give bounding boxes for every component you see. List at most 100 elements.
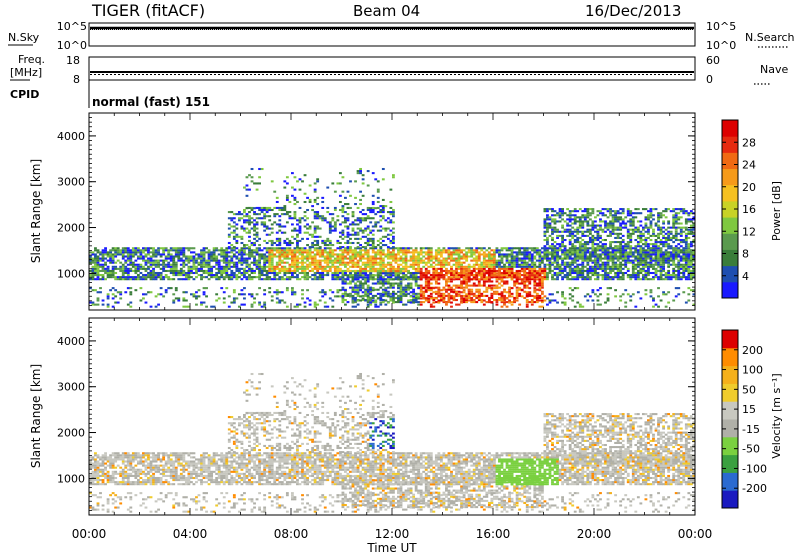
power-cell bbox=[442, 278, 446, 281]
power-cell bbox=[505, 270, 509, 273]
power-cell bbox=[222, 257, 226, 260]
power-cell bbox=[576, 230, 580, 233]
power-cell bbox=[179, 253, 183, 256]
power-cell bbox=[538, 251, 542, 254]
power-cell bbox=[535, 296, 539, 300]
power-cell bbox=[379, 292, 383, 295]
power-cell bbox=[182, 249, 186, 252]
power-cell bbox=[510, 249, 514, 252]
power-cell bbox=[121, 271, 125, 275]
power-cell bbox=[89, 259, 92, 262]
power-cell bbox=[371, 278, 375, 281]
power-cell bbox=[351, 229, 355, 232]
power-cell bbox=[445, 280, 448, 283]
power-cell bbox=[649, 216, 653, 219]
power-cell bbox=[558, 265, 562, 268]
power-cell bbox=[439, 294, 443, 297]
power-cell bbox=[611, 253, 615, 256]
power-cell bbox=[253, 237, 256, 240]
power-cell bbox=[323, 251, 327, 254]
power-cell bbox=[462, 286, 466, 289]
power-cell bbox=[293, 261, 297, 264]
power-cell bbox=[278, 215, 282, 218]
power-cell bbox=[667, 230, 671, 233]
power-cell bbox=[429, 255, 433, 258]
power-cell bbox=[619, 257, 623, 260]
power-cell bbox=[601, 257, 605, 260]
power-cell bbox=[356, 241, 360, 245]
power-cell bbox=[296, 233, 299, 236]
power-cell bbox=[631, 220, 635, 223]
power-cell bbox=[187, 269, 191, 272]
power-cell bbox=[472, 294, 476, 297]
power-cell bbox=[361, 257, 365, 260]
power-cell bbox=[465, 247, 469, 250]
power-cell bbox=[543, 251, 547, 254]
power-cell bbox=[308, 246, 312, 249]
power-cell bbox=[235, 278, 239, 281]
power-cell bbox=[280, 231, 284, 234]
power-cell bbox=[442, 288, 446, 291]
power-cell bbox=[134, 267, 138, 270]
power-cell bbox=[457, 284, 461, 287]
power-cell bbox=[455, 271, 458, 275]
power-cell bbox=[131, 251, 135, 254]
power-cell bbox=[293, 253, 297, 256]
power-cell bbox=[523, 272, 527, 275]
power-cell bbox=[316, 213, 320, 216]
power-cell bbox=[644, 263, 648, 266]
power-cell bbox=[434, 280, 438, 283]
power-cell bbox=[205, 261, 208, 264]
power-cell bbox=[480, 272, 484, 275]
power-cell bbox=[596, 257, 600, 260]
power-cell bbox=[583, 269, 587, 272]
power-cell bbox=[652, 251, 655, 254]
power-cell bbox=[147, 271, 150, 275]
power-cell bbox=[116, 267, 120, 270]
power-cell bbox=[548, 224, 552, 227]
power-cell bbox=[654, 269, 658, 272]
power-cell bbox=[558, 255, 562, 258]
power-cell bbox=[677, 253, 681, 256]
power-cell bbox=[298, 253, 302, 256]
power-cell bbox=[571, 218, 575, 221]
power-cell bbox=[381, 299, 385, 302]
power-cell bbox=[455, 270, 458, 273]
power-cell bbox=[677, 271, 681, 275]
power-cell bbox=[371, 206, 375, 209]
power-cell bbox=[235, 269, 239, 272]
power-cell bbox=[611, 251, 615, 254]
power-cell bbox=[167, 276, 171, 279]
power-cell bbox=[477, 257, 481, 260]
power-cell bbox=[202, 249, 206, 252]
power-cell bbox=[291, 269, 294, 272]
power-cell bbox=[255, 261, 259, 264]
power-cell bbox=[89, 261, 92, 264]
power-cell bbox=[235, 257, 239, 260]
power-cell bbox=[293, 276, 297, 279]
power-cell bbox=[551, 247, 554, 250]
power-cell bbox=[333, 271, 337, 275]
power-cell bbox=[684, 236, 688, 239]
power-cell bbox=[639, 232, 643, 235]
power-cell bbox=[293, 269, 297, 272]
power-cell bbox=[111, 267, 115, 270]
power-cell bbox=[371, 237, 375, 240]
power-cell bbox=[487, 296, 491, 300]
power-cell bbox=[230, 247, 234, 250]
power-cell bbox=[505, 253, 509, 256]
power-cell bbox=[104, 263, 107, 266]
power-cell bbox=[381, 211, 385, 214]
power-cell bbox=[273, 267, 277, 270]
power-cell bbox=[392, 259, 395, 262]
power-cell bbox=[583, 241, 587, 244]
power-cell bbox=[94, 259, 97, 262]
power-cell bbox=[647, 274, 650, 277]
power-cell bbox=[682, 253, 686, 256]
power-cell bbox=[629, 241, 633, 244]
power-cell bbox=[144, 255, 148, 258]
power-cell bbox=[227, 259, 231, 262]
power-cell bbox=[687, 278, 691, 281]
power-cell bbox=[659, 261, 663, 264]
power-cell bbox=[520, 278, 524, 281]
